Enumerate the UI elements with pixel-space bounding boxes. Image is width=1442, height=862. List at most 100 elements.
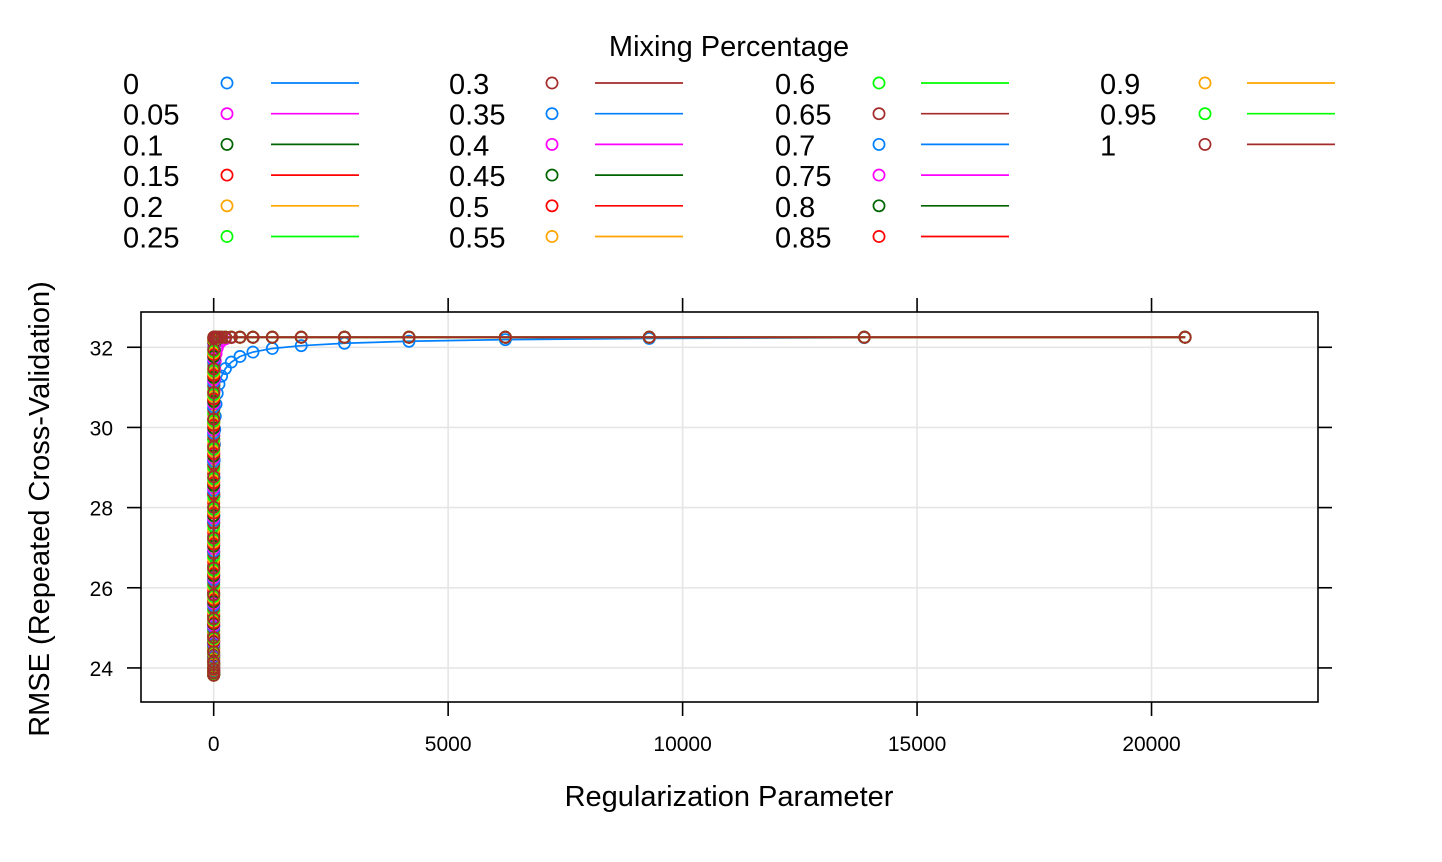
series-line xyxy=(212,336,1186,676)
legend-marker xyxy=(220,76,234,90)
legend-label: 0.15 xyxy=(123,161,179,193)
series-line xyxy=(212,336,1186,676)
series-0.55 xyxy=(207,330,1192,682)
legend-item: 0.3 xyxy=(449,69,683,101)
y-tick-label: 30 xyxy=(90,417,113,440)
y-tick-label: 28 xyxy=(90,498,113,521)
series-line xyxy=(212,336,1186,676)
data-point xyxy=(207,662,221,676)
legend-item: 0.6 xyxy=(775,69,1009,101)
legend-label: 0.1 xyxy=(123,130,163,162)
series-line xyxy=(212,336,1186,676)
legend-marker xyxy=(220,199,234,213)
series-0.25 xyxy=(207,330,1192,682)
y-tick-label: 26 xyxy=(90,578,113,601)
series-0.8 xyxy=(207,330,1192,682)
legend-marker xyxy=(872,168,886,182)
legend-marker xyxy=(220,230,234,243)
legend-marker xyxy=(545,76,559,90)
series-line xyxy=(212,336,1186,676)
series-line xyxy=(212,336,1186,676)
series-0.65 xyxy=(207,330,1192,682)
series-1 xyxy=(207,330,1192,682)
series-0.05 xyxy=(207,330,1192,682)
data-point xyxy=(207,645,221,659)
series-line xyxy=(212,336,1186,676)
legend-marker xyxy=(1198,137,1212,151)
series-line xyxy=(212,336,1186,676)
series-0.75 xyxy=(207,330,1192,682)
legend-item: 0.8 xyxy=(775,192,1009,224)
legend-item: 0 xyxy=(123,69,359,101)
legend-label: 0.4 xyxy=(449,130,489,162)
data-point xyxy=(224,330,238,344)
series-line xyxy=(212,336,1186,676)
legend-marker xyxy=(872,76,886,90)
series-line xyxy=(212,336,1186,676)
data-point xyxy=(207,500,221,514)
legend-item: 0.9 xyxy=(1100,69,1335,101)
data-point xyxy=(219,330,232,344)
legend-marker xyxy=(872,107,886,121)
legend-item: 0.1 xyxy=(123,130,359,162)
legend-item: 0.55 xyxy=(449,223,683,255)
legend: 00.050.10.150.20.25 0.30.350.40.450.50.55… xyxy=(123,69,1335,255)
data-point xyxy=(1178,330,1192,344)
series-0.95 xyxy=(207,330,1192,682)
legend-marker xyxy=(1198,76,1212,90)
x-axis: 0 5000 10000 15000 20000 xyxy=(208,298,1181,756)
legend-label: 0.75 xyxy=(775,161,831,193)
legend-item: 0.25 xyxy=(123,223,359,255)
data-point xyxy=(207,631,221,644)
x-tick-label: 5000 xyxy=(425,733,472,756)
legend-marker xyxy=(220,107,234,121)
legend-marker xyxy=(220,137,234,151)
series-0.15 xyxy=(207,330,1192,682)
data-point xyxy=(246,330,260,344)
legend-marker xyxy=(545,168,559,182)
x-tick-label: 20000 xyxy=(1122,733,1180,756)
legend-marker xyxy=(545,107,559,121)
series-line xyxy=(212,336,1186,676)
legend-marker xyxy=(220,168,234,182)
data-point xyxy=(207,531,221,545)
legend-label: 0.7 xyxy=(775,130,815,162)
series-line xyxy=(212,336,1186,676)
data-point xyxy=(207,412,221,426)
legend-item: 0.5 xyxy=(449,192,683,224)
series-0.9 xyxy=(207,330,1192,682)
legend-marker xyxy=(872,137,886,151)
legend-item: 0.75 xyxy=(775,161,1009,193)
legend-label: 0.3 xyxy=(449,69,489,101)
legend-item: 0.4 xyxy=(449,130,683,162)
legend-item: 0.95 xyxy=(1100,100,1335,132)
data-point xyxy=(246,345,260,359)
x-axis-label: Regularization Parameter xyxy=(565,781,894,813)
data-point xyxy=(207,470,221,484)
data-point xyxy=(207,386,221,400)
series-line xyxy=(212,336,1186,676)
series-0.85 xyxy=(207,330,1192,682)
y-tick-label: 32 xyxy=(90,337,113,360)
legend-marker xyxy=(1198,107,1212,121)
legend-label: 0.65 xyxy=(775,100,831,132)
series-0.2 xyxy=(207,330,1192,682)
data-point xyxy=(857,330,871,344)
legend-item: 0.05 xyxy=(123,100,359,132)
series-line xyxy=(212,336,1186,676)
legend-item: 0.15 xyxy=(123,161,359,193)
series-0.1 xyxy=(207,330,1192,682)
legend-label: 0.55 xyxy=(449,223,505,255)
grid xyxy=(141,312,1318,702)
legend-label: 1 xyxy=(1100,130,1116,162)
data-point xyxy=(642,330,656,344)
x-tick-label: 0 xyxy=(208,733,220,756)
x-tick-label: 10000 xyxy=(653,733,711,756)
legend-label: 0.9 xyxy=(1100,69,1140,101)
legend-marker xyxy=(545,230,559,243)
legend-label: 0.05 xyxy=(123,100,179,132)
legend-label: 0.85 xyxy=(775,223,831,255)
legend-label: 0 xyxy=(123,69,139,101)
series-line xyxy=(212,336,1186,676)
legend-marker xyxy=(545,199,559,213)
